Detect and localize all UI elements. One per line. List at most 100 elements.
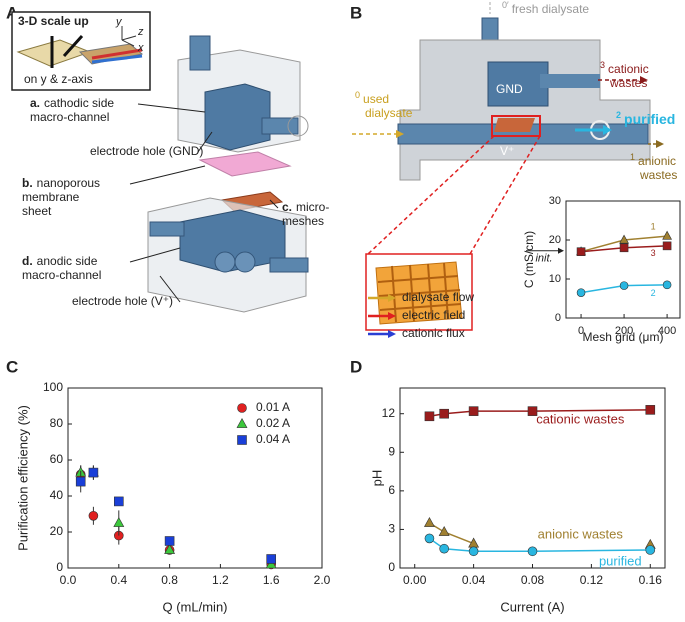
series-label: 1 [651, 221, 656, 231]
callout-text: d. anodic side [22, 254, 98, 268]
y-tick-label: 3 [388, 522, 395, 536]
callout-line: electrode hole (V⁺) [72, 294, 173, 308]
stream-label: 3 cationic [600, 60, 649, 76]
stream-name: used [363, 92, 389, 106]
data-point [576, 288, 586, 297]
x-axis-label: Mesh grid (μm) [583, 330, 664, 344]
series-label: anionic wastes [538, 526, 624, 541]
data-point [164, 536, 175, 546]
panel-label: B [350, 3, 362, 22]
callout-line: electrode hole (GND) [90, 144, 203, 158]
data-point [164, 543, 176, 554]
panel-label: D [350, 357, 362, 376]
electrode-label: GND [496, 82, 523, 96]
callout-text: membrane [22, 190, 80, 204]
callout-key: a. [30, 96, 40, 110]
callout-text: a. cathodic side [30, 96, 114, 110]
y-tick-label: 100 [43, 380, 63, 394]
data-point [662, 241, 672, 251]
data-point [619, 281, 629, 290]
y-axis-label: Purification efficiency (%) [15, 405, 30, 551]
leader-line [159, 275, 181, 303]
callout-line: macro-channel [30, 110, 109, 124]
x-tick-label: 0 [578, 325, 584, 337]
leader-line [129, 165, 206, 185]
stream-label: wastes [639, 168, 677, 182]
stream-label: 0′ fresh dialysate [502, 0, 589, 16]
y-axis-label: pH [369, 470, 384, 487]
y-tick-label: 0 [56, 560, 63, 574]
x-tick-label: 200 [615, 325, 633, 337]
inset-title: 3-D scale up [18, 14, 89, 28]
data-point [75, 476, 86, 487]
panel-label: C [6, 357, 18, 376]
callout-text: electrode hole (GND) [90, 144, 203, 158]
legend-label: cationic flux [402, 326, 465, 340]
stream-name: anionic [638, 154, 676, 168]
data-point [439, 543, 449, 554]
y-tick-label: 20 [549, 234, 561, 246]
axis-name: z [137, 26, 144, 38]
callout-key: c. [282, 200, 292, 214]
leader-line [137, 103, 206, 113]
x-tick-label: 2.0 [314, 573, 331, 587]
y-tick-label: 80 [50, 416, 64, 430]
x-tick-label: 0.00 [403, 573, 427, 587]
x-tick-label: 1.6 [263, 573, 280, 587]
legend-marker [237, 435, 247, 445]
stream-index: 1 [630, 152, 635, 162]
legend-arrowhead [388, 312, 396, 320]
stream-name: fresh dialysate [512, 2, 590, 16]
data-point [468, 406, 479, 416]
data-point [423, 516, 435, 527]
x-tick-label: 0.04 [462, 573, 486, 587]
stream-name: wastes [609, 76, 647, 90]
series-label: purified [599, 553, 642, 568]
callout-line: micro- [296, 200, 329, 214]
x-tick-label: 0.16 [639, 573, 663, 587]
stream-label: wastes [609, 76, 647, 90]
x-axis-label: Q (mL/min) [163, 599, 228, 614]
data-point [527, 406, 538, 416]
callout-line: membrane [22, 190, 80, 204]
stream-name: purified [624, 111, 675, 127]
y-tick-label: 20 [50, 524, 64, 538]
data-point [576, 247, 586, 256]
callout-text: b. nanoporous [22, 176, 100, 190]
stream-name: wastes [639, 168, 677, 182]
series-label: 2 [651, 288, 656, 298]
x-axis-label: Current (A) [500, 599, 564, 614]
legend-arrowhead [388, 294, 396, 302]
stream-label: 1 anionic [630, 152, 676, 168]
legend-label: 0.02 A [256, 416, 290, 430]
stream-name: dialysate [365, 106, 413, 120]
y-tick-label: 12 [382, 406, 396, 420]
y-tick-label: 0 [555, 312, 561, 324]
y-tick-label: 6 [388, 483, 395, 497]
data-point [527, 546, 538, 557]
data-point [424, 411, 435, 422]
legend-label: dialysate flow [402, 290, 474, 304]
callout-text: c. micro- [282, 200, 329, 214]
callout-text: macro-channel [30, 110, 109, 124]
leader-line [269, 199, 279, 209]
callout-line: macro-channel [22, 268, 101, 282]
annotation: init. [535, 253, 552, 265]
x-tick-label: 0.08 [521, 573, 545, 587]
x-tick-label: 0.0 [60, 573, 77, 587]
y-tick-label: 0 [388, 560, 395, 574]
callout-line: cathodic side [44, 96, 114, 110]
device-schematic [352, 2, 664, 331]
callout-line: anodic side [37, 254, 98, 268]
plot-frame [67, 387, 323, 569]
data-point [113, 516, 125, 527]
callout-line: nanoporous [37, 176, 100, 190]
data-point [439, 408, 449, 419]
data-point [645, 545, 656, 555]
data-point [662, 230, 673, 240]
data-point [438, 525, 450, 536]
